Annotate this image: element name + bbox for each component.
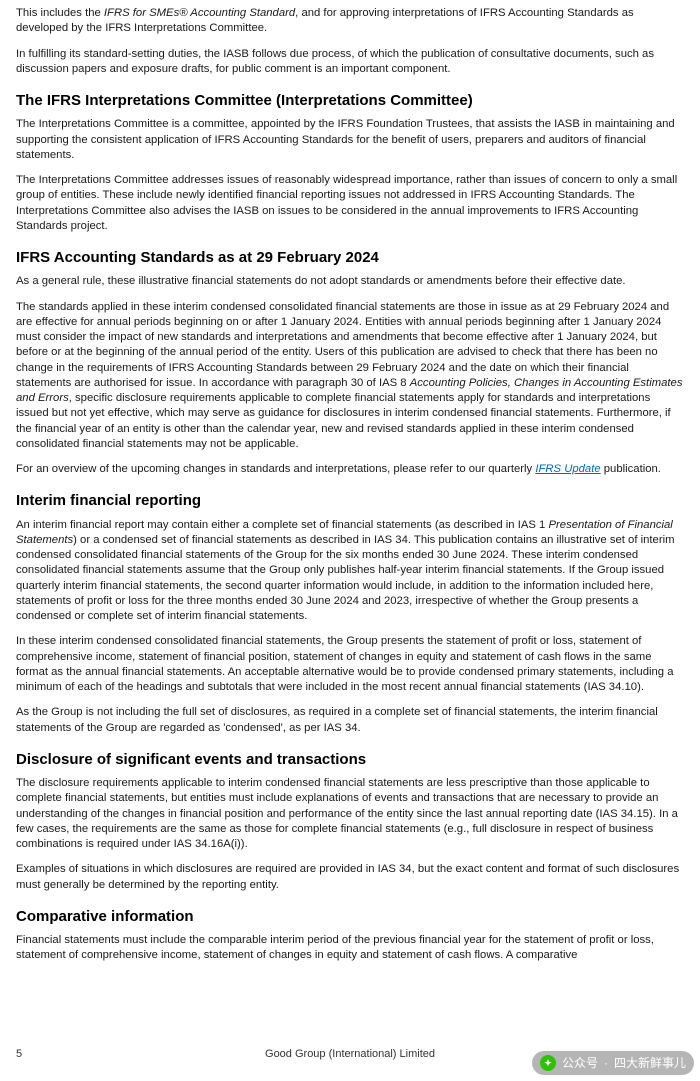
- heading-interim-reporting: Interim financial reporting: [16, 491, 684, 511]
- watermark-handle: 四大新鲜事儿: [614, 1055, 686, 1071]
- text: ) or a condensed set of financial statem…: [16, 534, 675, 622]
- intro-para-1: This includes the IFRS for SMEs® Account…: [16, 6, 684, 37]
- page-number: 5: [16, 1047, 22, 1062]
- text: , specific disclosure requirements appli…: [16, 392, 671, 450]
- standard-name: IFRS for SMEs® Accounting Standard: [104, 7, 295, 19]
- ifrs-update-link[interactable]: IFRS Update: [535, 463, 600, 475]
- body-para: As the Group is not including the full s…: [16, 705, 684, 736]
- heading-disclosure: Disclosure of significant events and tra…: [16, 750, 684, 770]
- body-para: As a general rule, these illustrative fi…: [16, 274, 684, 289]
- body-para: The Interpretations Committee is a commi…: [16, 117, 684, 163]
- text: publication.: [601, 463, 661, 475]
- text: This includes the: [16, 7, 104, 19]
- document-page: This includes the IFRS for SMEs® Account…: [0, 0, 700, 1081]
- watermark-separator: ·: [604, 1055, 608, 1071]
- heading-interpretations-committee: The IFRS Interpretations Committee (Inte…: [16, 91, 684, 111]
- wechat-watermark: ✦ 公众号 · 四大新鲜事儿: [532, 1051, 694, 1075]
- footer-title: Good Group (International) Limited: [265, 1047, 435, 1062]
- intro-para-2: In fulfilling its standard-setting dutie…: [16, 47, 684, 78]
- body-para: For an overview of the upcoming changes …: [16, 462, 684, 477]
- heading-standards-date: IFRS Accounting Standards as at 29 Febru…: [16, 248, 684, 268]
- watermark-label: 公众号: [562, 1055, 598, 1071]
- body-para: The Interpretations Committee addresses …: [16, 173, 684, 234]
- text: For an overview of the upcoming changes …: [16, 463, 535, 475]
- body-para: The disclosure requirements applicable t…: [16, 776, 684, 852]
- body-para: The standards applied in these interim c…: [16, 300, 684, 453]
- text: The standards applied in these interim c…: [16, 301, 669, 389]
- body-para: Examples of situations in which disclosu…: [16, 862, 684, 893]
- heading-comparative: Comparative information: [16, 907, 684, 927]
- wechat-icon: ✦: [540, 1055, 556, 1071]
- body-para: An interim financial report may contain …: [16, 518, 684, 625]
- body-para: Financial statements must include the co…: [16, 933, 684, 964]
- body-para: In these interim condensed consolidated …: [16, 634, 684, 695]
- text: An interim financial report may contain …: [16, 519, 548, 531]
